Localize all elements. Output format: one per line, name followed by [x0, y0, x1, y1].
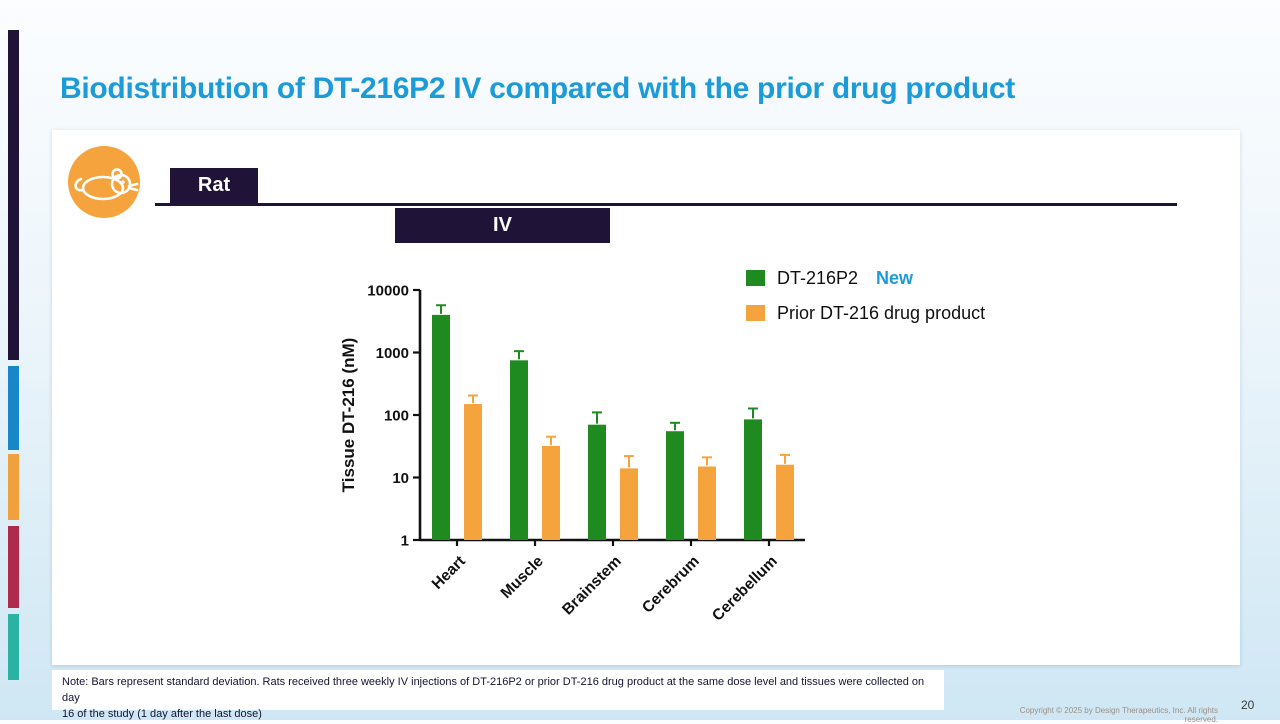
- species-tab: Rat: [170, 168, 258, 203]
- legend-item-prior: Prior DT-216 drug product: [746, 301, 985, 325]
- svg-text:1: 1: [401, 533, 409, 550]
- legend-swatch-orange: [746, 305, 765, 321]
- footnote-bar: Note: Bars represent standard deviation.…: [52, 670, 944, 720]
- svg-text:Cerebellum: Cerebellum: [709, 553, 781, 625]
- accent-bar-orange: [8, 454, 19, 520]
- content-card: Rat IV 10000 1000 100 10 1 Heart Muscle Brainst…: [52, 130, 1240, 665]
- svg-text:Heart: Heart: [429, 553, 469, 593]
- svg-text:10000: 10000: [367, 283, 409, 300]
- svg-text:1000: 1000: [376, 345, 409, 362]
- accent-bar-maroon: [8, 526, 19, 608]
- legend-label-dt216p2: DT-216P2: [777, 267, 859, 288]
- footnote-line1: Note: Bars represent standard deviation.…: [62, 676, 925, 704]
- slide-title: Biodistribution of DT-216P2 IV compared …: [60, 72, 1015, 106]
- svg-text:10: 10: [392, 470, 409, 487]
- species-label: Rat: [197, 174, 231, 196]
- legend-tag-new: New: [876, 267, 914, 288]
- divider-line: [155, 203, 1177, 206]
- page-number: 20: [1241, 698, 1255, 712]
- route-tab: IV: [395, 208, 610, 243]
- svg-text:100: 100: [384, 408, 409, 425]
- svg-text:Cerebrum: Cerebrum: [639, 553, 703, 617]
- legend-label-prior: Prior DT-216 drug product: [777, 302, 986, 323]
- svg-text:Tissue DT-216 (nM): Tissue DT-216 (nM): [339, 338, 358, 493]
- footnote-line2: 16 of the study (1 day after the last do…: [62, 707, 262, 720]
- route-label: IV: [493, 214, 512, 236]
- accent-bar-teal: [8, 614, 19, 680]
- chart-legend: DT-216P2 New Prior DT-216 drug product: [746, 266, 985, 336]
- accent-bar-navy: [8, 30, 19, 360]
- svg-text:Muscle: Muscle: [498, 553, 547, 602]
- legend-item-dt216p2: DT-216P2 New: [746, 266, 985, 290]
- svg-text:Brainstem: Brainstem: [559, 553, 625, 619]
- accent-bar-blue: [8, 366, 19, 450]
- copyright-text: Copyright © 2025 by Design Therapeutics,…: [1019, 706, 1218, 724]
- legend-swatch-green: [746, 270, 765, 286]
- rat-icon: [66, 144, 142, 220]
